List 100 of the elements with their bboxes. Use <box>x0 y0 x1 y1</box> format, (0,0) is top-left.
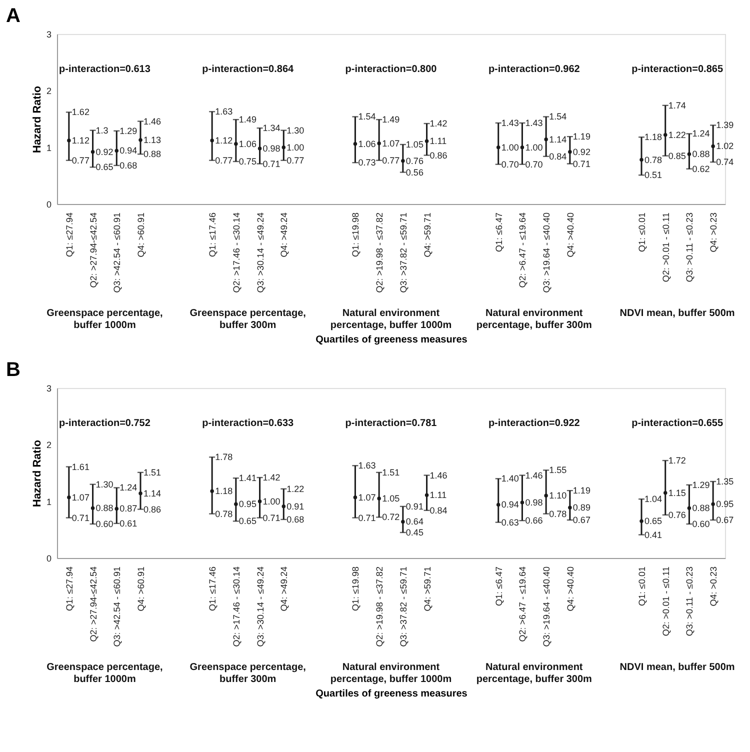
y-axis-title: Hazard Ratio <box>31 86 44 154</box>
annotation: 1.74 <box>668 100 686 110</box>
data-label: 1.13 <box>144 134 162 145</box>
annotation: 0.73 <box>358 158 376 168</box>
x-tick-label: Q3: >37.82 - ≤59.71 <box>398 566 408 647</box>
annotation: 0.86 <box>144 504 162 514</box>
data-label: 1.14 <box>549 134 567 144</box>
annotation: 0.70 <box>501 159 519 170</box>
annotation: 0.41 <box>644 530 662 540</box>
annotation: 0.60 <box>692 519 710 529</box>
x-tick-label: Q3: >37.82 - ≤59.71 <box>398 212 408 293</box>
annotation: 1.46 <box>430 470 448 480</box>
text: Natural environment percentage, buffer 300m <box>476 662 592 685</box>
annotation: p-interaction=0.781 <box>345 418 438 429</box>
x-tick-label: Q3: >0.11 - ≤0.23 <box>684 212 695 282</box>
annotation: 1.63 <box>358 460 376 471</box>
x-tick-label: Q2: >19.98 - ≤37.82 <box>374 566 385 647</box>
text: NDVI mean, buffer 500m <box>620 662 735 673</box>
text: Greenspace percentage, buffer 300m <box>190 308 306 331</box>
annotation: 1.04 <box>644 494 662 504</box>
y-tick-label: 0 <box>46 200 52 210</box>
text: Greenspace percentage, buffer 300m <box>190 662 306 685</box>
data-label: 0.65 <box>644 516 662 526</box>
annotation: 0.71 <box>262 158 280 169</box>
x-tick-label: Q1: ≤19.98 <box>350 212 361 257</box>
annotation: p-interaction=0.864 <box>202 64 294 75</box>
x-tick-label: Q2: >0.01 - ≤0.11 <box>660 566 671 636</box>
data-label: 1.00 <box>501 142 519 152</box>
data-label: 1.07 <box>382 138 400 148</box>
annotation: 0.67 <box>716 515 734 526</box>
data-label: 1.10 <box>549 490 567 501</box>
data-label: 1.07 <box>358 492 376 502</box>
x-tick-label: Q3: >19.64 - ≤40.40 <box>542 212 552 293</box>
data-label: 1.05 <box>382 494 400 504</box>
x-tick-label: Q1: ≤17.46 <box>208 212 218 257</box>
chart-title: B <box>6 359 20 381</box>
annotation: 0.71 <box>358 512 376 523</box>
annotation: 0.84 <box>549 151 567 162</box>
x-axis-title: Quartiles of greeness measures <box>316 688 468 700</box>
annotation: 1.42 <box>262 472 280 483</box>
annotation: 0.77 <box>215 155 233 166</box>
text: Natural environment percentage, buffer 300m <box>476 308 592 331</box>
annotation: 0.71 <box>262 512 280 523</box>
annotation: 1.22 <box>286 484 304 494</box>
annotation: p-interaction=0.922 <box>488 418 580 429</box>
data-label: 1.12 <box>72 136 90 146</box>
annotation: 1.24 <box>692 128 710 139</box>
annotation: 0.67 <box>572 515 590 526</box>
x-tick-label: Q2: >19.98 - ≤37.82 <box>374 212 385 293</box>
data-label: 1.11 <box>430 490 447 500</box>
chart-title: A <box>6 5 20 27</box>
annotation: 1.62 <box>72 107 90 118</box>
annotation: p-interaction=0.865 <box>632 64 724 75</box>
data-label: 0.95 <box>238 499 256 510</box>
data-label: 0.92 <box>572 146 590 157</box>
annotation: 0.45 <box>406 528 424 538</box>
annotation: 1.78 <box>215 452 233 462</box>
x-tick-label: Q3: >0.11 - ≤0.23 <box>684 566 695 636</box>
annotation: 0.66 <box>525 516 543 526</box>
x-tick-label: Q3: >42.54 - ≤60.91 <box>112 566 122 647</box>
annotation: 1.3 <box>96 125 108 136</box>
annotation: p-interaction=0.962 <box>488 64 580 75</box>
x-tick-label: Q1: ≤27.94 <box>64 212 74 257</box>
annotation: 1.63 <box>215 106 233 117</box>
annotation: 1.49 <box>382 114 400 125</box>
data-label: 1.15 <box>668 488 686 498</box>
annotation: 1.46 <box>144 116 162 126</box>
annotation: 1.43 <box>501 118 519 128</box>
x-tick-label: Q3: >19.64 - ≤40.40 <box>542 566 552 647</box>
annotation: 0.51 <box>644 170 662 180</box>
x-tick-label: Q2: >17.46 - ≤30.14 <box>231 212 242 293</box>
annotation: 0.68 <box>120 160 138 170</box>
annotation: p-interaction=0.752 <box>59 418 151 429</box>
annotation: 0.70 <box>525 159 543 170</box>
annotation: 0.71 <box>72 512 90 523</box>
x-tick-label: Q4: >59.71 <box>422 566 432 612</box>
data-label: 0.78 <box>644 154 662 165</box>
x-tick-label: Q1: ≤0.01 <box>637 566 647 606</box>
x-tick-label: Q2: >27.94-≤42.54 <box>88 566 98 642</box>
x-tick-label: Q1: ≤17.46 <box>208 566 218 611</box>
annotation: 1.41 <box>238 473 256 484</box>
data-label: 0.87 <box>120 504 138 514</box>
x-tick-label: Q1: ≤0.01 <box>637 212 647 252</box>
data-label: 0.88 <box>692 149 710 160</box>
annotation: 0.86 <box>430 150 448 160</box>
y-tick-label: 2 <box>46 86 52 96</box>
annotation: 1.18 <box>644 132 662 142</box>
x-axis-title: Quartiles of greeness measures <box>316 334 468 346</box>
annotation: 0.77 <box>72 155 90 166</box>
annotation: 1.30 <box>286 125 304 136</box>
x-tick-label: Q4: >60.91 <box>136 212 146 258</box>
text: Greenspace percentage, buffer 1000m <box>46 308 164 331</box>
text: Natural environment percentage, buffer 1000m <box>330 308 452 331</box>
text: NDVI mean, buffer 500m <box>620 308 735 319</box>
x-tick-label: Q3: >30.14 - ≤49.24 <box>255 212 266 293</box>
annotation: 1.40 <box>501 474 519 484</box>
annotation: 0.78 <box>215 508 233 519</box>
x-tick-label: Q1: ≤27.94 <box>64 566 74 611</box>
annotation: 0.63 <box>501 517 519 528</box>
data-label: 1.22 <box>668 130 686 140</box>
